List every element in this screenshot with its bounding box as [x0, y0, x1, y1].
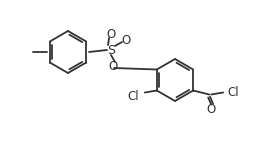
- Text: O: O: [206, 103, 216, 116]
- Text: Cl: Cl: [227, 86, 239, 99]
- Text: O: O: [106, 28, 116, 40]
- Text: O: O: [109, 60, 118, 72]
- Text: O: O: [121, 33, 131, 47]
- Text: S: S: [107, 44, 115, 56]
- Text: Cl: Cl: [127, 90, 139, 103]
